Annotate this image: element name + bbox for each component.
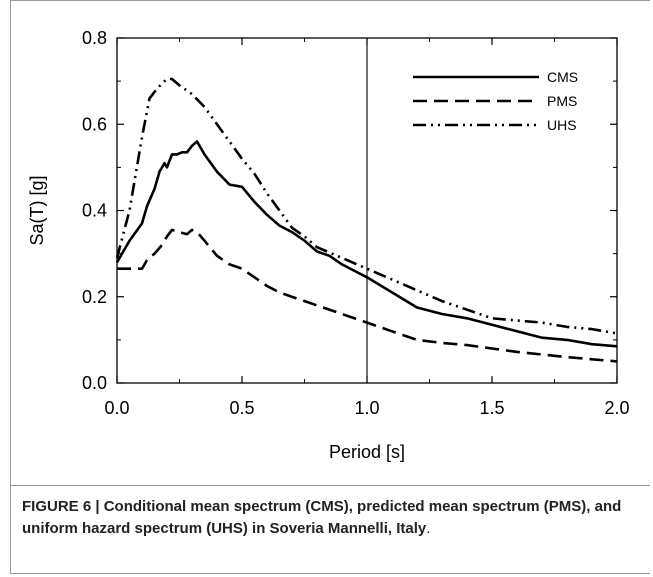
x-tick-label: 2.0	[604, 398, 629, 418]
legend-label-cms: CMS	[547, 69, 578, 85]
x-axis-label: Period [s]	[329, 442, 405, 462]
y-tick-label: 0.0	[82, 373, 107, 393]
x-tick-label: 1.0	[354, 398, 379, 418]
caption-period: .	[426, 520, 431, 537]
x-tick-label: 0.0	[104, 398, 129, 418]
figure-caption: FIGURE 6 | Conditional mean spectrum (CM…	[22, 496, 622, 540]
y-axis-label: Sa(T) [g]	[27, 175, 47, 245]
x-tick-label: 1.5	[479, 398, 504, 418]
caption-text: FIGURE 6 | Conditional mean spectrum (CM…	[22, 498, 622, 537]
top-border	[10, 0, 650, 1]
series-line-cms	[115, 140, 618, 348]
legend-label-uhs: UHS	[547, 117, 577, 133]
left-border	[10, 0, 11, 574]
figure-panel	[10, 0, 650, 574]
line-chart: 0.0 0.5 1.0 1.5 2.0 0.0 0.2 0.4 0.6 0.8 Period [s]…	[27, 28, 630, 462]
y-tick-label: 0.4	[82, 201, 107, 221]
series-line-pms	[117, 228, 618, 363]
x-tick-label: 0.5	[229, 398, 254, 418]
bottom-border	[10, 573, 650, 574]
series-line-uhs	[115, 77, 618, 335]
y-tick-label: 0.2	[82, 287, 107, 307]
y-tick-label: 0.8	[82, 28, 107, 48]
y-tick-label: 0.6	[82, 114, 107, 134]
legend-label-pms: PMS	[547, 93, 577, 109]
caption-separator	[10, 485, 650, 486]
